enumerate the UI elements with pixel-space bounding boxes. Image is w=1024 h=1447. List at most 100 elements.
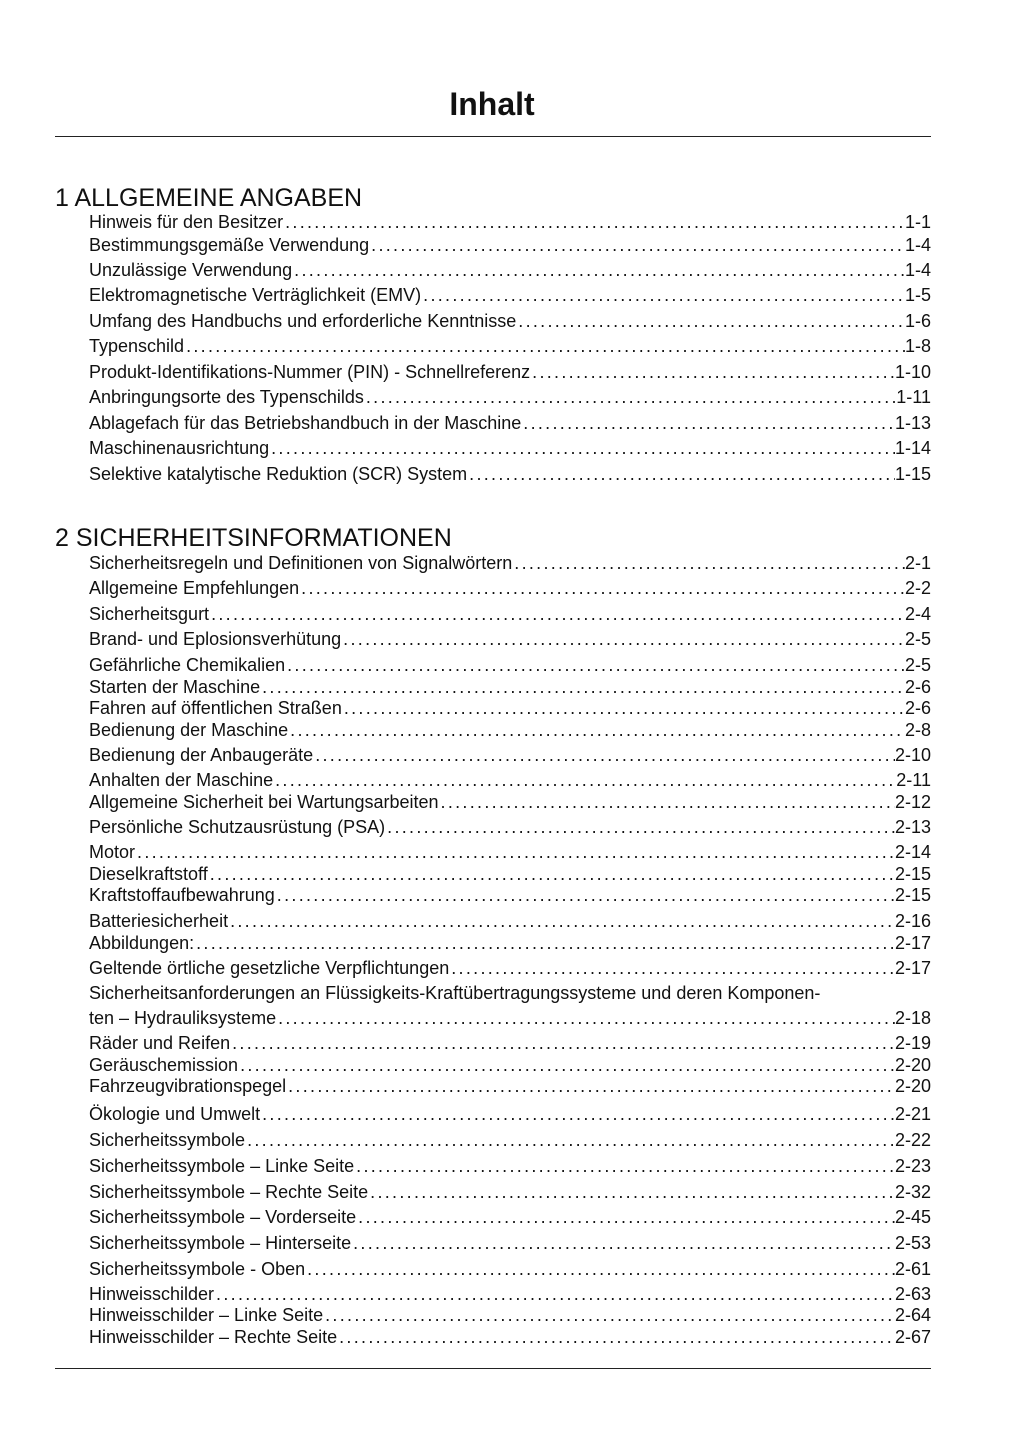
toc-entry[interactable]: Motor...................................… [89, 841, 931, 863]
dot-leader: ........................................… [276, 885, 895, 905]
toc-entry-title: Abbildungen: [89, 933, 195, 953]
toc-entry[interactable]: Ökologie und Umwelt.....................… [89, 1103, 931, 1125]
toc-entry-title: ten – Hydrauliksysteme [89, 1008, 277, 1028]
toc-entry-page: 2-4 [904, 604, 931, 624]
toc-entry[interactable]: Anhalten der Maschine...................… [89, 769, 931, 791]
toc-entry[interactable]: Sicherheitssymbole – Linke Seite........… [89, 1155, 931, 1177]
toc-entry-title: Starten der Maschine [89, 677, 261, 697]
toc-entry[interactable]: Allgemeine Sicherheit bei Wartungsarbeit… [89, 791, 931, 813]
toc-entry-title: Produkt-Identifikations-Nummer (PIN) - S… [89, 362, 531, 382]
toc-entry[interactable]: Produkt-Identifikations-Nummer (PIN) - S… [89, 361, 931, 383]
toc-entry[interactable]: Selektive katalytische Reduktion (SCR) S… [89, 463, 931, 485]
toc-entry-page: 2-2 [904, 578, 931, 598]
toc-entry-title: Typenschild [89, 336, 185, 356]
toc-entry[interactable]: Bestimmungsgemäße Verwendung............… [89, 234, 931, 256]
toc-entry-page: 1-11 [896, 387, 931, 407]
dot-leader: ........................................… [294, 260, 905, 280]
toc-entry[interactable]: Batteriesicherheit......................… [89, 910, 931, 932]
toc-entry-title: Geräuschemission [89, 1055, 239, 1075]
toc-entry[interactable]: Gefährliche Chemikalien.................… [89, 654, 931, 676]
toc-entry[interactable]: Elektromagnetische Verträglichkeit (EMV)… [89, 284, 931, 306]
toc-entry[interactable]: Ablagefach für das Betriebshandbuch in d… [89, 412, 931, 434]
dot-leader: ........................................… [325, 1305, 895, 1325]
toc-entry[interactable]: Allgemeine Empfehlungen.................… [89, 577, 931, 599]
toc-entry-title: Sicherheitssymbole – Linke Seite [89, 1156, 355, 1176]
toc-entry[interactable]: Sicherheitssymbole – Rechte Seite.......… [89, 1181, 931, 1203]
toc-entry[interactable]: Hinweisschilder.........................… [89, 1283, 931, 1305]
toc-entry[interactable]: Hinweis für den Besitzer................… [89, 211, 931, 233]
toc-entry[interactable]: Dieselkraftstoff........................… [89, 863, 931, 885]
toc-entry[interactable]: Fahren auf öffentlichen Straßen.........… [89, 697, 931, 719]
toc-entry-page: 1-8 [904, 336, 931, 356]
toc-entry-page: 2-20 [894, 1055, 931, 1075]
dot-leader: ........................................… [216, 1284, 895, 1304]
toc-entry[interactable]: Hinweisschilder – Linke Seite...........… [89, 1304, 931, 1326]
toc-entry[interactable]: Sicherheitssymbole – Hinterseite........… [89, 1232, 931, 1254]
toc-entry-text-line1[interactable]: Sicherheitsanforderungen an Flüssigkeits… [89, 983, 821, 1003]
toc-entry[interactable]: Sicherheitsregeln und Definitionen von S… [89, 552, 931, 574]
toc-entry-page: 2-5 [904, 629, 931, 649]
toc-entry-title: Fahren auf öffentlichen Straßen [89, 698, 342, 718]
toc-entry[interactable]: Anbringungsorte des Typenschilds........… [89, 386, 931, 408]
dot-leader: ........................................… [514, 553, 905, 573]
dot-leader: ........................................… [240, 1055, 895, 1075]
toc-entry[interactable]: Geräuschemission........................… [89, 1054, 931, 1076]
dot-leader: ........................................… [451, 958, 895, 978]
toc-entry[interactable]: Sicherheitssymbole......................… [89, 1129, 931, 1151]
dot-leader: ........................................… [278, 1008, 895, 1028]
toc-entry-title: Hinweisschilder – Rechte Seite [89, 1327, 338, 1347]
toc-entry[interactable]: Bedienung der Maschine..................… [89, 719, 931, 741]
dot-leader: ........................................… [365, 387, 897, 407]
toc-entry[interactable]: Fahrzeugvibrationspegel.................… [89, 1075, 931, 1097]
toc-entry-title: Selektive katalytische Reduktion (SCR) S… [89, 464, 468, 484]
toc-entry[interactable]: Räder und Reifen........................… [89, 1032, 931, 1054]
dot-leader: ........................................… [232, 1033, 895, 1053]
toc-entry[interactable]: Starten der Maschine....................… [89, 676, 931, 698]
dot-leader: ........................................… [523, 413, 895, 433]
toc-entry[interactable]: Sicherheitsgurt.........................… [89, 603, 931, 625]
toc-entry-title: Geltende örtliche gesetzliche Verpflicht… [89, 958, 450, 978]
toc-entry-title: Sicherheitsregeln und Definitionen von S… [89, 553, 513, 573]
toc-entry[interactable]: Persönliche Schutzausrüstung (PSA)......… [89, 816, 931, 838]
toc-entry-page: 2-17 [894, 958, 931, 978]
toc-entry-page: 2-1 [904, 553, 931, 573]
toc-entry-page: 2-17 [894, 933, 931, 953]
toc-entry-title: Sicherheitssymbole – Hinterseite [89, 1233, 352, 1253]
section-heading: 1 ALLGEMEINE ANGABEN [55, 184, 363, 212]
toc-entry[interactable]: Brand- und Eplosionsverhütung...........… [89, 628, 931, 650]
toc-entry[interactable]: Maschinenausrichtung....................… [89, 437, 931, 459]
toc-entry[interactable]: Sicherheitssymbole – Vorderseite........… [89, 1206, 931, 1228]
toc-entry[interactable]: Geltende örtliche gesetzliche Verpflicht… [89, 957, 931, 979]
toc-entry-page: 2-32 [894, 1182, 931, 1202]
dot-leader: ........................................… [275, 770, 896, 790]
toc-entry-title: Maschinenausrichtung [89, 438, 270, 458]
dot-leader: ........................................… [301, 578, 905, 598]
toc-entry-page: 2-11 [896, 770, 931, 790]
toc-entry-page: 2-16 [894, 911, 931, 931]
toc-entry[interactable]: Unzulässige Verwendung..................… [89, 259, 931, 281]
toc-entry[interactable]: Umfang des Handbuchs und erforderliche K… [89, 310, 931, 332]
toc-entry[interactable]: ten – Hydrauliksysteme..................… [89, 1007, 931, 1029]
section-heading: 2 SICHERHEITSINFORMATIONEN [55, 524, 452, 552]
toc-entry-page: 2-6 [904, 698, 931, 718]
toc-entry[interactable]: Bedienung der Anbaugeräte...............… [89, 744, 931, 766]
toc-entry-title: Räder und Reifen [89, 1033, 231, 1053]
toc-entry[interactable]: Kraftstoffaufbewahrung..................… [89, 884, 931, 906]
toc-entry-page: 2-53 [894, 1233, 931, 1253]
toc-entry-page: 1-10 [894, 362, 931, 382]
dot-leader: ........................................… [288, 1076, 895, 1096]
dot-leader: ........................................… [339, 1327, 895, 1347]
toc-entry[interactable]: Typenschild.............................… [89, 335, 931, 357]
toc-entry-title: Kraftstoffaufbewahrung [89, 885, 275, 905]
dot-leader: ........................................… [343, 629, 905, 649]
dot-leader: ........................................… [358, 1207, 895, 1227]
toc-entry-page: 2-5 [904, 655, 931, 675]
toc-entry-title: Hinweisschilder – Linke Seite [89, 1305, 324, 1325]
dot-leader: ........................................… [356, 1156, 895, 1176]
dot-leader: ........................................… [271, 438, 895, 458]
toc-entry[interactable]: Sicherheitssymbole - Oben...............… [89, 1258, 931, 1280]
toc-entry[interactable]: Abbildungen:............................… [89, 932, 931, 954]
dot-leader: ........................................… [262, 1104, 895, 1124]
toc-entry[interactable]: Hinweisschilder – Rechte Seite..........… [89, 1326, 931, 1348]
dot-leader: ........................................… [423, 285, 905, 305]
